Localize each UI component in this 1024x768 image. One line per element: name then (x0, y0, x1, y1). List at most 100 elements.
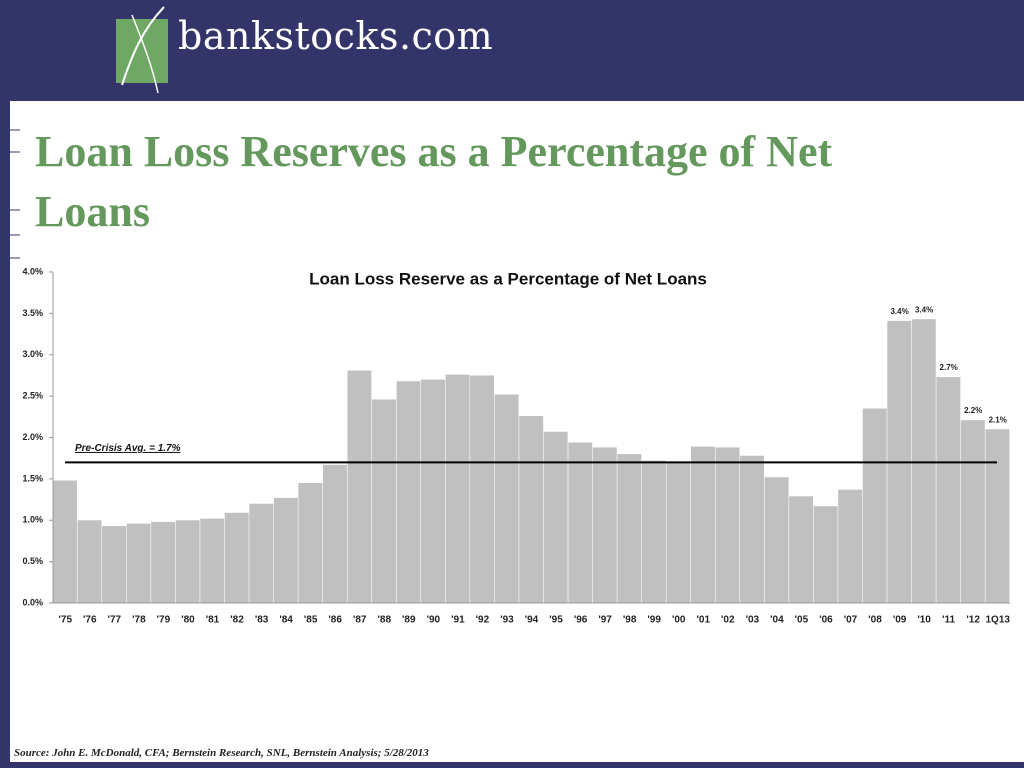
bottom-band (0, 762, 1024, 768)
x-tick-label: '76 (83, 615, 97, 626)
x-tick-label: '82 (230, 615, 244, 626)
bar (862, 408, 887, 603)
x-tick-label: '84 (279, 615, 293, 626)
bar (617, 454, 642, 603)
bar (789, 496, 814, 603)
bar (322, 464, 347, 603)
x-tick-label: '89 (402, 615, 416, 626)
bar (838, 489, 863, 603)
y-tick-label: 3.5% (22, 308, 43, 318)
bar (347, 370, 372, 603)
value-label: 2.1% (989, 415, 1007, 424)
bar (200, 518, 225, 603)
bar (53, 480, 77, 603)
x-tick-label: '90 (427, 615, 441, 626)
x-tick-label: '94 (525, 615, 539, 626)
bar (126, 523, 151, 603)
bar (102, 526, 127, 603)
bar (691, 446, 715, 603)
bar (960, 420, 985, 603)
x-tick-label: '75 (59, 615, 73, 626)
x-tick-label: '03 (746, 615, 760, 626)
chart-title: Loan Loss Reserve as a Percentage of Net… (309, 269, 707, 288)
y-tick-label: 0.5% (22, 556, 43, 566)
header-band: bankstocks.com (0, 0, 1024, 101)
y-tick-label: 3.0% (22, 349, 43, 359)
x-tick-label: '86 (328, 615, 342, 626)
bar (445, 374, 470, 603)
bar (151, 521, 176, 603)
bar (592, 447, 617, 603)
logo-text: bankstocks.com (178, 14, 494, 58)
y-tick-label: 0.0% (22, 597, 43, 607)
bar (543, 431, 568, 603)
x-tick-label: '96 (574, 615, 588, 626)
x-tick-label: '07 (844, 615, 858, 626)
x-tick-label: '88 (378, 615, 392, 626)
value-label: 3.4% (915, 305, 933, 314)
y-tick-label: 1.0% (22, 515, 43, 525)
x-tick-label: '00 (672, 615, 686, 626)
y-tick-label: 1.5% (22, 473, 43, 483)
x-tick-label: 1Q13 (985, 615, 1010, 626)
value-label: 3.4% (890, 307, 908, 316)
bar (224, 512, 249, 603)
x-tick-label: '08 (868, 615, 882, 626)
bar (372, 399, 396, 603)
source-note: Source: John E. McDonald, CFA; Bernstein… (14, 747, 429, 759)
bar (470, 375, 495, 603)
side-ticks (0, 129, 20, 259)
bar (764, 477, 789, 603)
value-label: 2.2% (964, 406, 982, 415)
bar (519, 415, 544, 603)
bar (911, 319, 936, 603)
x-tick-label: '11 (942, 615, 955, 626)
x-tick-label: '12 (966, 615, 980, 626)
bar (568, 442, 593, 603)
y-tick-label: 2.0% (22, 432, 43, 442)
x-tick-label: '79 (157, 615, 171, 626)
x-tick-label: '01 (697, 615, 711, 626)
x-tick-label: '78 (132, 615, 146, 626)
slide-title: Loan Loss Reserves as a Percentage of Ne… (35, 127, 833, 236)
bar (813, 506, 838, 603)
x-tick-label: '80 (181, 615, 195, 626)
x-tick-label: '02 (721, 615, 735, 626)
x-tick-label: '92 (476, 615, 490, 626)
y-tick-label: 4.0% (22, 266, 43, 276)
bar (77, 520, 102, 603)
bar (298, 483, 323, 603)
bar (985, 429, 1010, 603)
x-tick-label: '85 (304, 615, 318, 626)
reference-label: Pre-Crisis Avg. = 1.7% (75, 443, 181, 454)
x-tick-label: '06 (819, 615, 833, 626)
x-tick-label: '10 (917, 615, 931, 626)
x-tick-label: '95 (549, 615, 563, 626)
bar (494, 394, 519, 603)
bar (249, 503, 274, 603)
bar (641, 460, 666, 603)
bar (421, 379, 446, 603)
x-tick-label: '81 (206, 615, 220, 626)
x-tick-label: '97 (598, 615, 612, 626)
x-tick-label: '83 (255, 615, 269, 626)
x-tick-label: '91 (451, 615, 465, 626)
bar (666, 462, 691, 603)
x-tick-label: '05 (795, 615, 809, 626)
bar (936, 377, 961, 603)
x-tick-label: '87 (353, 615, 367, 626)
bar (175, 520, 200, 603)
value-label: 2.7% (940, 363, 958, 372)
x-tick-label: '93 (500, 615, 514, 626)
logo-mark (116, 6, 168, 94)
bar (740, 455, 765, 603)
y-tick-label: 2.5% (22, 391, 43, 401)
x-tick-label: '04 (770, 615, 784, 626)
x-tick-label: '77 (108, 615, 122, 626)
x-tick-label: '98 (623, 615, 637, 626)
bar (273, 497, 298, 603)
bar (396, 381, 421, 603)
bar (715, 447, 740, 603)
